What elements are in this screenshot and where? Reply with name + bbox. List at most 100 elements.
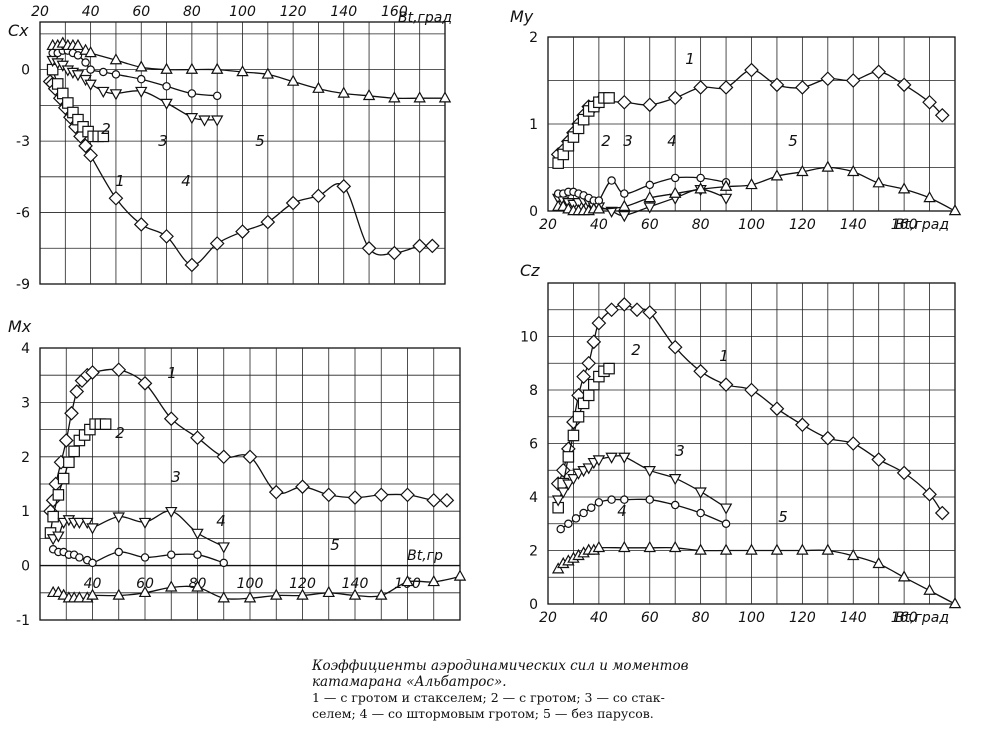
- series-5: 5: [46, 536, 467, 603]
- data-point: [285, 195, 301, 211]
- data-point: [114, 547, 123, 557]
- x-tick-label: 140: [330, 4, 357, 20]
- data-point: [744, 382, 759, 398]
- x-tick-label: 120: [280, 4, 307, 20]
- series-label: 4: [181, 172, 191, 190]
- data-point: [696, 508, 705, 518]
- data-point: [133, 217, 149, 232]
- y-tick-label: 0: [529, 204, 538, 220]
- data-point: [63, 456, 75, 469]
- data-point: [73, 51, 83, 60]
- data-point: [187, 89, 197, 98]
- data-point: [604, 302, 619, 318]
- data-point: [795, 417, 810, 433]
- data-point: [667, 90, 683, 106]
- data-point: [311, 188, 326, 204]
- y-tick-label: 2: [529, 544, 538, 560]
- grid-lines: [40, 22, 445, 284]
- data-point: [88, 558, 97, 568]
- data-point: [605, 206, 618, 218]
- series-label: 1: [167, 364, 177, 382]
- data-point: [642, 305, 658, 320]
- series-5: 5: [551, 132, 962, 216]
- data-point: [618, 211, 631, 223]
- series-2: 2: [44, 418, 125, 539]
- x-tick-label: 60: [132, 4, 150, 20]
- x-tick-label: 40: [84, 576, 102, 592]
- data-point: [643, 202, 656, 214]
- series-line: [557, 546, 956, 605]
- data-point: [109, 53, 123, 65]
- data-point: [719, 179, 733, 191]
- data-point: [427, 574, 440, 587]
- y-axis-label: Mx: [8, 317, 32, 336]
- data-point: [140, 553, 150, 562]
- data-point: [594, 498, 604, 507]
- data-point: [620, 495, 629, 504]
- data-point: [83, 148, 98, 163]
- data-point: [47, 510, 59, 523]
- x-axis-label: Bt,град: [398, 10, 452, 26]
- y-tick-label: 2: [21, 450, 30, 466]
- data-point: [586, 334, 602, 350]
- data-point: [68, 445, 80, 458]
- data-point: [643, 190, 656, 203]
- series-label: 4: [216, 512, 226, 530]
- data-point: [438, 91, 452, 103]
- data-point: [718, 80, 734, 95]
- data-point: [643, 540, 656, 553]
- data-point: [643, 466, 656, 478]
- series-label: 1: [685, 50, 695, 68]
- data-point: [52, 531, 65, 543]
- data-point: [58, 433, 74, 448]
- data-point: [212, 91, 222, 101]
- figure-caption: Коэффициенты аэродинамических сил и моме…: [312, 658, 772, 722]
- data-point: [62, 97, 74, 109]
- data-point: [97, 130, 110, 143]
- data-point: [322, 585, 335, 598]
- data-point: [923, 583, 936, 595]
- series-label: 2: [631, 341, 641, 359]
- series-1: 1: [550, 50, 950, 162]
- data-point: [579, 508, 588, 518]
- series-label: 1: [115, 172, 125, 190]
- x-tick-label: 80: [692, 217, 710, 233]
- caption-legend-line-2: селем; 4 — со штормовым гротом; 5 — без …: [312, 706, 654, 721]
- data-point: [75, 553, 84, 562]
- data-point: [321, 487, 337, 503]
- data-point: [111, 362, 127, 378]
- data-point: [219, 558, 228, 568]
- data-point: [694, 543, 707, 555]
- data-point: [719, 193, 733, 205]
- data-point: [820, 71, 836, 87]
- series-label: 5: [788, 132, 798, 150]
- data-point: [51, 78, 64, 90]
- data-point: [948, 597, 962, 609]
- data-point: [642, 97, 658, 113]
- data-point: [210, 115, 224, 127]
- x-tick-label: 140: [840, 217, 867, 233]
- data-point: [336, 178, 352, 194]
- data-point: [820, 430, 836, 446]
- data-point: [111, 70, 121, 79]
- data-point: [109, 89, 123, 101]
- data-point: [81, 58, 90, 67]
- data-point: [243, 591, 257, 603]
- series-label: 2: [115, 424, 125, 442]
- x-tick-label: 60: [136, 576, 154, 592]
- data-point: [582, 463, 595, 475]
- data-point: [845, 73, 861, 88]
- series-label: 5: [778, 508, 788, 526]
- series-line: [557, 303, 943, 514]
- data-point: [56, 87, 69, 100]
- data-point: [99, 418, 112, 430]
- data-point: [847, 164, 860, 177]
- grid-lines: [548, 37, 955, 211]
- data-point: [934, 505, 950, 521]
- data-point: [922, 486, 937, 502]
- data-point: [286, 74, 300, 86]
- data-point: [424, 238, 440, 254]
- data-point: [603, 362, 615, 375]
